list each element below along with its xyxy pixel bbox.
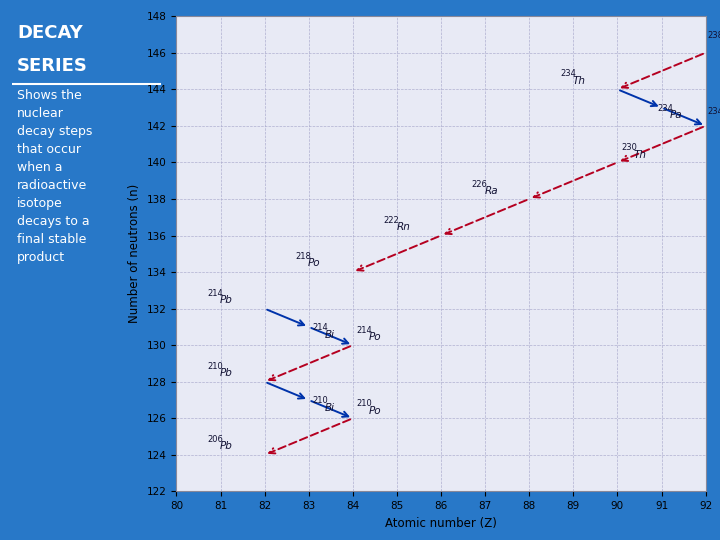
Text: Pa: Pa — [670, 110, 683, 120]
Text: Pb: Pb — [220, 368, 233, 378]
Text: 238: 238 — [708, 31, 720, 40]
X-axis label: Atomic number (Z): Atomic number (Z) — [385, 517, 497, 530]
Text: Po: Po — [369, 333, 382, 342]
Text: Th: Th — [634, 150, 647, 160]
Text: Po: Po — [308, 259, 320, 268]
Text: 214: 214 — [207, 289, 223, 298]
Text: 210: 210 — [207, 362, 223, 371]
Text: Ra: Ra — [485, 186, 498, 196]
Text: 222: 222 — [384, 215, 400, 225]
Text: 210: 210 — [356, 399, 372, 408]
Text: 226: 226 — [472, 180, 487, 189]
Text: 234: 234 — [560, 69, 576, 78]
Text: 214: 214 — [312, 323, 328, 333]
Text: Rn: Rn — [396, 222, 410, 232]
Text: Th: Th — [572, 76, 585, 86]
Text: 210: 210 — [312, 396, 328, 406]
Text: Po: Po — [369, 406, 382, 416]
Text: 214: 214 — [356, 326, 372, 335]
Text: Bi: Bi — [325, 330, 335, 340]
Text: 218: 218 — [295, 252, 311, 261]
Text: 230: 230 — [621, 143, 636, 152]
Text: Bi: Bi — [325, 403, 335, 413]
Text: SERIES: SERIES — [17, 57, 88, 75]
Text: DECAY: DECAY — [17, 24, 83, 42]
Text: Pb: Pb — [220, 441, 233, 451]
Y-axis label: Number of neutrons (n): Number of neutrons (n) — [128, 184, 141, 323]
Text: 234: 234 — [708, 107, 720, 116]
Text: 234: 234 — [657, 104, 673, 113]
Text: Shows the
nuclear
decay steps
that occur
when a
radioactive
isotope
decays to a
: Shows the nuclear decay steps that occur… — [17, 89, 92, 264]
Text: Pb: Pb — [220, 295, 233, 305]
Text: 206: 206 — [207, 435, 223, 444]
